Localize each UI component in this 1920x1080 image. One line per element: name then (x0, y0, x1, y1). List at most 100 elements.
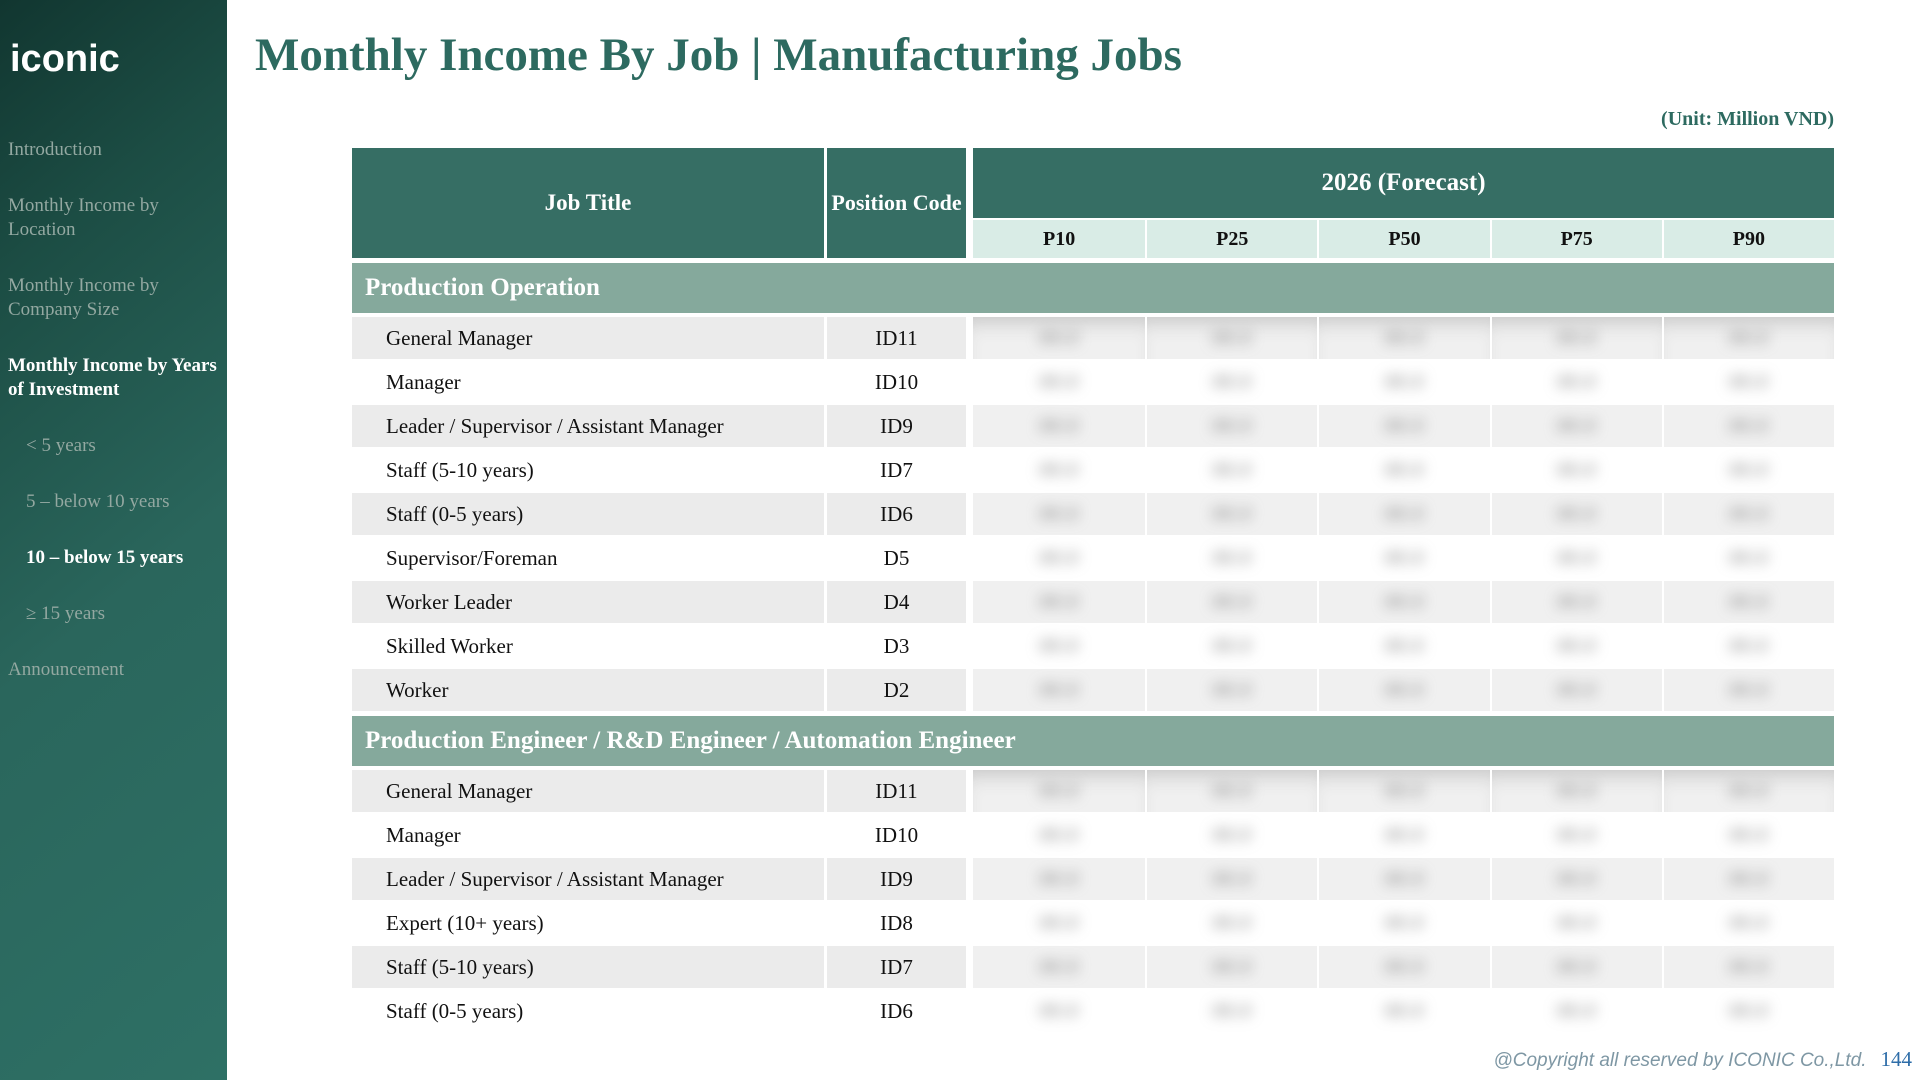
value-cell: ##.# (1489, 581, 1662, 623)
value-cell: ##.# (1661, 946, 1834, 988)
job-title-cell: Worker Leader (352, 581, 827, 623)
redacted-value: ##.# (1729, 326, 1769, 349)
redacted-value: ##.# (1039, 326, 1079, 349)
redacted-value: ##.# (1557, 779, 1597, 802)
position-code-cell: D2 (827, 669, 973, 711)
value-cells: ##.# ##.# ##.# ##.# ##.# (973, 946, 1834, 988)
value-cell: ##.# (1145, 317, 1318, 359)
redacted-value: ##.# (1039, 546, 1079, 569)
value-cell: ##.# (973, 625, 1145, 667)
value-cell: ##.# (1661, 317, 1834, 359)
value-cells: ##.# ##.# ##.# ##.# ##.# (973, 669, 1834, 711)
value-cell: ##.# (1489, 405, 1662, 447)
value-cell: ##.# (1489, 990, 1662, 1032)
redacted-value: ##.# (1212, 955, 1252, 978)
value-cell: ##.# (973, 581, 1146, 623)
value-cell: ##.# (1317, 361, 1489, 403)
table-row: Expert (10+ years) ID8 ##.# ##.# ##.# ##.# ##.… (352, 902, 1834, 944)
column-header-p50: P50 (1317, 220, 1490, 258)
value-cell: ##.# (1145, 581, 1318, 623)
redacted-value: ##.# (1039, 634, 1079, 657)
redacted-value: ##.# (1557, 823, 1597, 846)
redacted-value: ##.# (1557, 414, 1597, 437)
value-cell: ##.# (1489, 814, 1662, 856)
copyright-text: @Copyright all reserved by ICONIC Co.,Lt… (1493, 1050, 1867, 1071)
position-code-cell: ID10 (827, 814, 973, 856)
redacted-value: ##.# (1212, 414, 1252, 437)
section-header: Production Engineer / R&D Engineer / Aut… (352, 716, 1834, 766)
value-cell: ##.# (1661, 449, 1834, 491)
redacted-value: ##.# (1039, 678, 1079, 701)
table-header: Job Title Position Code 2026 (Forecast) … (352, 148, 1834, 258)
sidebar-item[interactable]: Announcement (8, 659, 125, 680)
redacted-value: ##.# (1384, 955, 1424, 978)
value-cell: ##.# (1145, 449, 1317, 491)
table-row: Staff (0-5 years) ID6 ##.# ##.# ##.# ##.# ##.# (352, 990, 1834, 1032)
table-row: Staff (5-10 years) ID7 ##.# ##.# ##.# ##.# ##.… (352, 946, 1834, 988)
value-cells: ##.# ##.# ##.# ##.# ##.# (973, 814, 1834, 856)
redacted-value: ##.# (1557, 999, 1597, 1022)
redacted-value: ##.# (1557, 590, 1597, 613)
redacted-value: ##.# (1557, 326, 1597, 349)
redacted-value: ##.# (1557, 678, 1597, 701)
position-code-cell: D5 (827, 537, 973, 579)
sidebar-item[interactable]: Monthly Income by Years of Investment (8, 355, 217, 400)
value-cell: ##.# (973, 669, 1146, 711)
value-cell: ##.# (973, 946, 1146, 988)
redacted-value: ##.# (1384, 370, 1424, 393)
sidebar-item[interactable]: Introduction (8, 139, 102, 160)
redacted-value: ##.# (1039, 999, 1079, 1022)
value-cell: ##.# (1317, 902, 1489, 944)
sidebar-item[interactable]: < 5 years (26, 435, 96, 456)
value-cell: ##.# (973, 449, 1145, 491)
sidebar-item[interactable]: 10 – below 15 years (26, 547, 184, 568)
redacted-value: ##.# (1729, 370, 1769, 393)
redacted-value: ##.# (1384, 634, 1424, 657)
column-header-p90: P90 (1661, 220, 1834, 258)
value-cell: ##.# (1489, 493, 1662, 535)
value-cells: ##.# ##.# ##.# ##.# ##.# (973, 537, 1834, 579)
job-title-cell: Worker (352, 669, 827, 711)
page-number: 144 (1880, 1047, 1913, 1071)
unit-note: (Unit: Million VND) (1661, 108, 1834, 130)
value-cell: ##.# (1145, 946, 1318, 988)
sidebar-item[interactable]: 5 – below 10 years (26, 491, 170, 512)
value-cell: ##.# (1317, 449, 1489, 491)
footer: @Copyright all reserved by ICONIC Co.,Lt… (1493, 1047, 1912, 1072)
redacted-value: ##.# (1729, 502, 1769, 525)
value-cell: ##.# (1489, 858, 1662, 900)
sidebar-item[interactable]: Monthly Income by Company Size (8, 275, 159, 320)
redacted-value: ##.# (1212, 779, 1252, 802)
table-row: Worker D2 ##.# ##.# ##.# ##.# ##.# (352, 669, 1834, 711)
redacted-value: ##.# (1557, 634, 1597, 657)
value-cells: ##.# ##.# ##.# ##.# ##.# (973, 770, 1834, 812)
value-cell: ##.# (1317, 581, 1490, 623)
job-title-cell: Expert (10+ years) (352, 902, 827, 944)
redacted-value: ##.# (1212, 678, 1252, 701)
page-title: Monthly Income By Job | Manufacturing Jo… (255, 29, 1182, 81)
redacted-value: ##.# (1212, 546, 1252, 569)
redacted-value: ##.# (1212, 867, 1252, 890)
sidebar: iconic Introduction Monthly Income by Loc… (0, 0, 227, 1080)
redacted-value: ##.# (1039, 590, 1079, 613)
value-cell: ##.# (1489, 946, 1662, 988)
job-title-cell: Manager (352, 361, 827, 403)
value-cell: ##.# (1489, 625, 1662, 667)
value-cell: ##.# (1317, 946, 1490, 988)
redacted-value: ##.# (1039, 823, 1079, 846)
value-cell: ##.# (1145, 493, 1318, 535)
job-title-cell: Leader / Supervisor / Assistant Manager (352, 858, 827, 900)
redacted-value: ##.# (1039, 911, 1079, 934)
value-cell: ##.# (973, 902, 1145, 944)
job-title-cell: Manager (352, 814, 827, 856)
sidebar-item[interactable]: ≥ 15 years (26, 603, 106, 624)
position-code-cell: D3 (827, 625, 973, 667)
value-cell: ##.# (1317, 669, 1490, 711)
redacted-value: ##.# (1729, 634, 1769, 657)
redacted-value: ##.# (1384, 779, 1424, 802)
redacted-value: ##.# (1729, 546, 1769, 569)
redacted-value: ##.# (1384, 999, 1424, 1022)
redacted-value: ##.# (1729, 823, 1769, 846)
sidebar-item[interactable]: Monthly Income by Location (8, 195, 159, 240)
value-cell: ##.# (1145, 669, 1318, 711)
